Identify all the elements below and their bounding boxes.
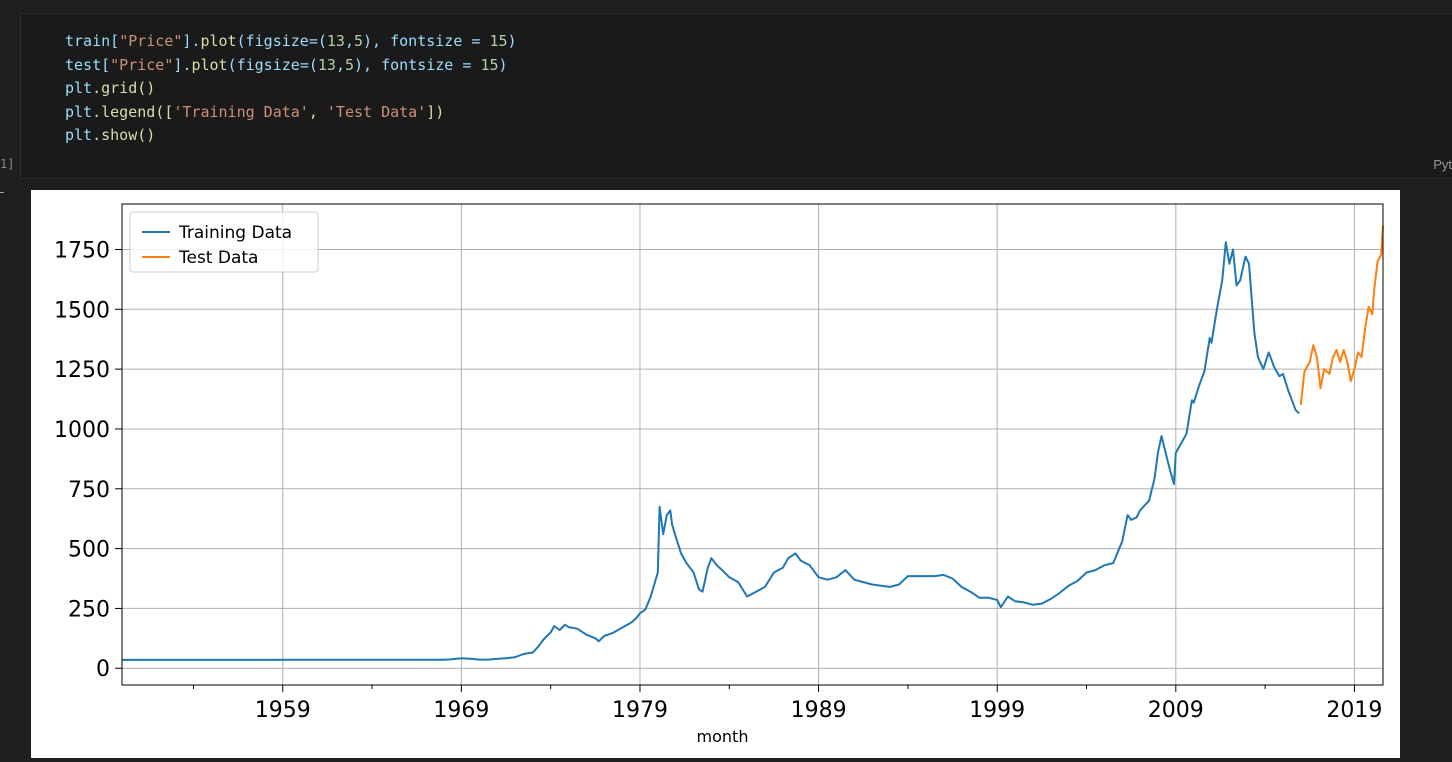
line-chart: 1959 1969 1979 1989 1999 2009 2019 0 250 500 750 10…: [54, 203, 1384, 746]
code-line: plt.legend(['Training Data', 'Test Data'…: [65, 102, 445, 121]
x-tick-label: 2009: [1148, 698, 1204, 723]
y-tick-label: 500: [68, 538, 110, 563]
cell-output: 1959 1969 1979 1989 1999 2009 2019 0 250 500 750 10…: [31, 190, 1400, 758]
series-line: [121, 241, 1300, 661]
x-tick-label: 1969: [433, 698, 489, 723]
output-marker: [0, 192, 4, 193]
code-line: test["Price"].plot(figsize=(13,5), fonts…: [65, 55, 508, 74]
code-line: plt.grid(): [65, 79, 156, 97]
y-tick-label: 1750: [54, 238, 110, 263]
y-tick-label: 1250: [54, 358, 110, 383]
y-tick-label: 1500: [54, 298, 110, 323]
plot-frame: [121, 203, 1384, 686]
x-tick-label: 1979: [612, 698, 668, 723]
legend-label: Test Data: [178, 248, 258, 268]
y-tick-label: 250: [68, 597, 110, 622]
x-tick-label: 1999: [969, 698, 1025, 723]
legend-label: Training Data: [178, 223, 292, 243]
x-tick-label: 2019: [1326, 698, 1382, 723]
y-tick-label: 0: [96, 657, 110, 682]
x-tick-label: 1959: [255, 698, 311, 723]
execution-count: 1]: [0, 157, 15, 171]
x-tick-label: 1989: [791, 698, 847, 723]
series-line: [1299, 225, 1384, 406]
code-line: train["Price"].plot(figsize=(13,5), font…: [65, 32, 517, 50]
x-axis-label: month: [697, 727, 749, 746]
cell-language-label[interactable]: Pyt: [1433, 157, 1452, 172]
legend-box: [129, 211, 319, 273]
code-cell[interactable]: train["Price"].plot(figsize=(13,5), font…: [20, 13, 1452, 179]
code-line: plt.show(): [65, 126, 156, 144]
y-tick-label: 750: [68, 478, 110, 503]
y-tick-label: 1000: [54, 418, 110, 443]
code-editor[interactable]: train["Price"].plot(figsize=(13,5), font…: [65, 30, 517, 148]
